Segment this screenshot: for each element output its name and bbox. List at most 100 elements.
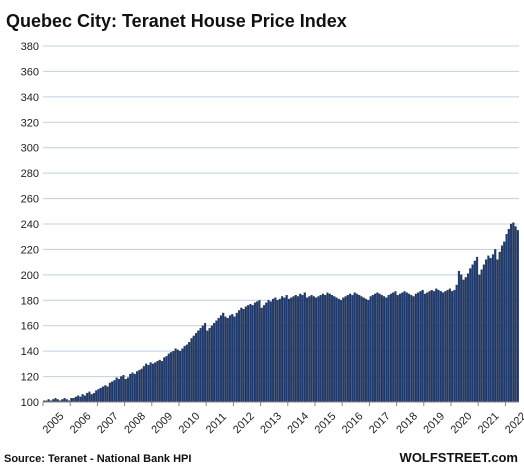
bar <box>329 294 331 402</box>
bar <box>175 349 177 402</box>
bar <box>206 331 208 402</box>
bar <box>136 371 138 402</box>
bar <box>376 293 378 402</box>
y-tick-label: 320 <box>21 117 39 129</box>
bar <box>116 378 118 402</box>
bar <box>467 274 469 402</box>
bar <box>458 271 460 402</box>
bar <box>259 300 261 402</box>
x-tick-label: 2011 <box>204 411 229 436</box>
x-tick-label: 2014 <box>285 410 311 436</box>
bar <box>247 305 249 402</box>
bar <box>476 257 478 402</box>
y-tick-label: 100 <box>21 397 39 409</box>
bar <box>517 230 519 402</box>
bar <box>127 378 129 402</box>
bar <box>426 293 428 402</box>
bar <box>370 296 372 402</box>
bar <box>410 295 412 402</box>
bar <box>240 308 242 402</box>
bar <box>141 369 143 402</box>
bar <box>272 299 274 402</box>
bar <box>268 300 270 402</box>
bar <box>218 318 220 402</box>
bar <box>510 224 512 402</box>
bar <box>465 277 467 402</box>
bar <box>82 394 84 402</box>
bar <box>424 294 426 402</box>
bar <box>311 295 313 402</box>
bar <box>308 296 310 402</box>
bar <box>270 302 272 402</box>
bar <box>485 260 487 402</box>
bar <box>288 299 290 402</box>
bar <box>284 298 286 402</box>
x-tick-label: 2021 <box>476 410 502 436</box>
bar <box>304 293 306 402</box>
bar <box>401 293 403 402</box>
bar <box>492 255 494 402</box>
bar <box>197 331 199 402</box>
bar <box>157 361 159 402</box>
bar <box>154 363 156 402</box>
watermark-label: WOLFSTREET.com <box>400 450 518 465</box>
bar <box>129 374 131 402</box>
x-tick-label: 2015 <box>313 410 339 436</box>
bar <box>132 373 134 402</box>
bar <box>263 305 265 402</box>
bar <box>229 316 231 402</box>
x-tick-label: 2020 <box>449 410 475 436</box>
bar <box>501 246 503 402</box>
bar <box>120 377 122 402</box>
bar <box>392 293 394 402</box>
bar <box>231 314 233 402</box>
bar <box>345 296 347 402</box>
bar <box>220 316 222 402</box>
bar <box>75 397 77 402</box>
bar <box>365 299 367 402</box>
x-tick-label: 2016 <box>340 410 366 436</box>
x-tick-label: 2017 <box>367 410 393 436</box>
x-tick-label: 2010 <box>177 410 203 436</box>
bar <box>100 388 102 402</box>
bar <box>227 318 229 402</box>
bar <box>506 234 508 402</box>
bar <box>213 323 215 402</box>
y-tick-label: 360 <box>21 66 39 78</box>
bar <box>460 275 462 402</box>
bar <box>111 382 113 402</box>
bar <box>503 242 505 402</box>
bar <box>318 296 320 402</box>
bar <box>474 261 476 402</box>
bar <box>413 296 415 402</box>
bar <box>86 393 88 402</box>
bar <box>374 294 376 402</box>
bar <box>77 396 79 402</box>
bar <box>125 379 127 402</box>
bar <box>356 294 358 402</box>
bar <box>435 289 437 402</box>
bar <box>433 291 435 402</box>
bar <box>499 252 501 402</box>
bar <box>109 383 111 402</box>
bar <box>456 285 458 402</box>
bar <box>238 310 240 402</box>
bar <box>342 298 344 402</box>
bar <box>431 290 433 402</box>
bar <box>143 366 145 402</box>
y-tick-label: 340 <box>21 92 39 104</box>
bar <box>188 342 190 402</box>
bar <box>234 317 236 402</box>
chart-title: Quebec City: Teranet House Price Index <box>6 11 347 31</box>
bar <box>349 294 351 402</box>
y-tick-label: 140 <box>21 346 39 358</box>
y-tick-label: 260 <box>21 194 39 206</box>
bar <box>406 293 408 402</box>
y-tick-label: 380 <box>21 41 39 53</box>
y-tick-label: 120 <box>21 372 39 384</box>
bar <box>256 302 258 402</box>
bar <box>483 265 485 402</box>
bar <box>286 295 288 402</box>
bar <box>159 360 161 402</box>
x-tick-label: 2007 <box>95 410 121 436</box>
